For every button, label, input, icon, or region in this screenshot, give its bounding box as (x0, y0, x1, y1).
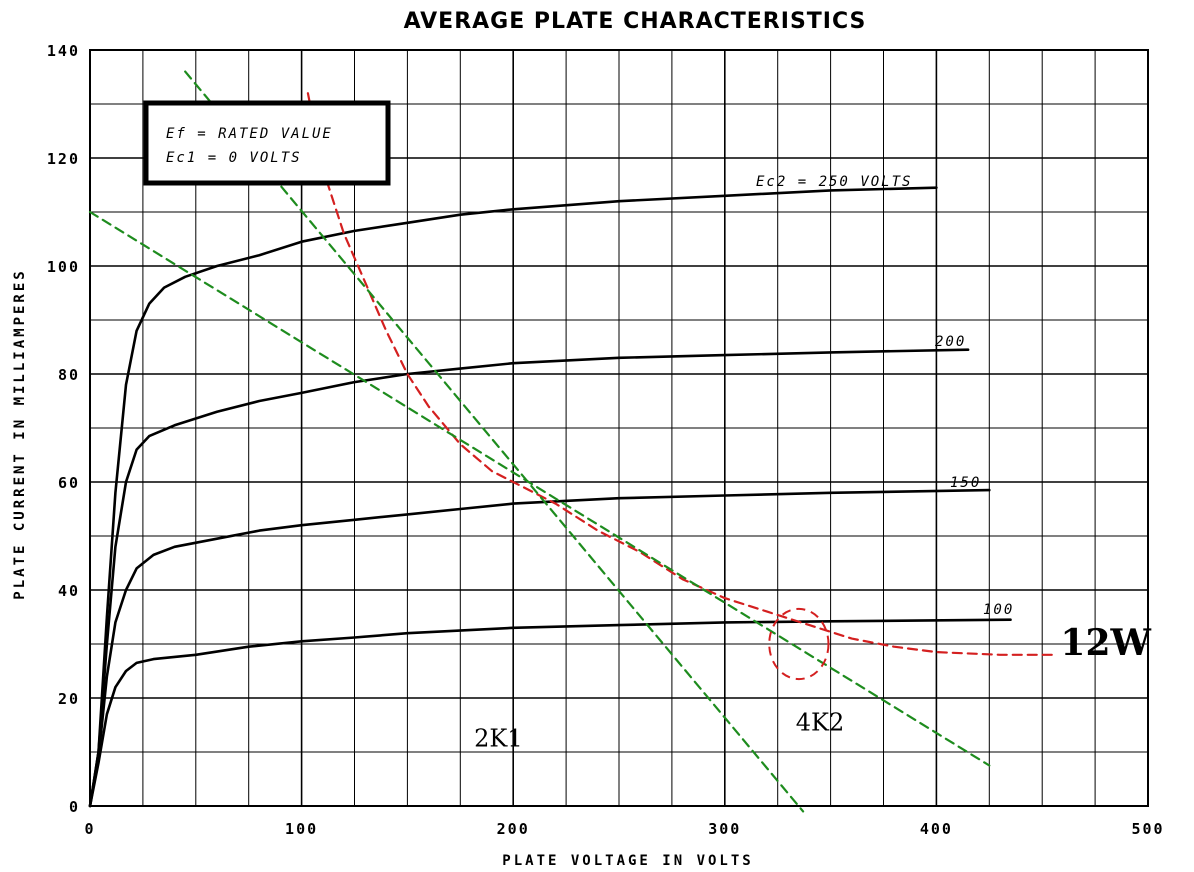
y-tick-label: 60 (58, 474, 80, 492)
y-axis-label: PLATE CURRENT IN MILLIAMPERES (12, 268, 28, 599)
annotation-0: 12W (1060, 622, 1151, 664)
annotation-1: 2K1 (474, 725, 522, 753)
conditions-frame (143, 100, 391, 186)
series-line-4 (306, 92, 1054, 656)
y-tick-label: 0 (69, 798, 80, 816)
series-line-5 (184, 70, 805, 813)
condition-ec1: Ec1 = 0 VOLTS (166, 150, 302, 166)
y-tick-label: 80 (58, 366, 80, 384)
series-line-0 (88, 186, 938, 808)
x-tick-label: 500 (1131, 820, 1164, 838)
annotations: 12W 2K1 4K2 (474, 622, 1151, 753)
y-tick-label: 140 (47, 42, 80, 60)
curve-label-200: 200 (935, 334, 966, 350)
x-tick-label: 200 (497, 820, 530, 838)
y-tick-label: 20 (58, 690, 80, 708)
curve-label-150: 150 (950, 475, 981, 491)
x-tick-label: 300 (708, 820, 741, 838)
x-tick-label: 400 (920, 820, 953, 838)
annotation-2: 4K2 (796, 708, 844, 736)
condition-ef: Ef = RATED VALUE (166, 126, 333, 142)
series-line-6 (88, 210, 991, 767)
y-tick-label: 100 (47, 258, 80, 276)
x-tick-label: 100 (285, 820, 318, 838)
x-tick-label: 0 (84, 820, 95, 838)
series-line-3 (88, 618, 1012, 808)
conditions-box: Ef = RATED VALUE Ec1 = 0 VOLTS (143, 100, 391, 186)
series-line-1 (88, 348, 970, 808)
plot-frame (89, 49, 1149, 807)
chart-title: AVERAGE PLATE CHARACTERISTICS (404, 9, 867, 34)
series-group (88, 70, 1054, 813)
y-tick-label: 120 (47, 150, 80, 168)
series-line-2 (88, 488, 991, 808)
x-axis-label: PLATE VOLTAGE IN VOLTS (502, 853, 753, 869)
curve-label-250: Ec2 = 250 VOLTS (756, 174, 912, 190)
highlight-circle (768, 607, 830, 681)
tick-labels: 0 100 200 300 400 500 0 20 40 60 80 100 120 140 (47, 42, 1164, 838)
curve-label-100: 100 (983, 602, 1014, 618)
y-tick-label: 40 (58, 582, 80, 600)
curve-labels: Ec2 = 250 VOLTS 200 150 100 (756, 174, 1014, 618)
